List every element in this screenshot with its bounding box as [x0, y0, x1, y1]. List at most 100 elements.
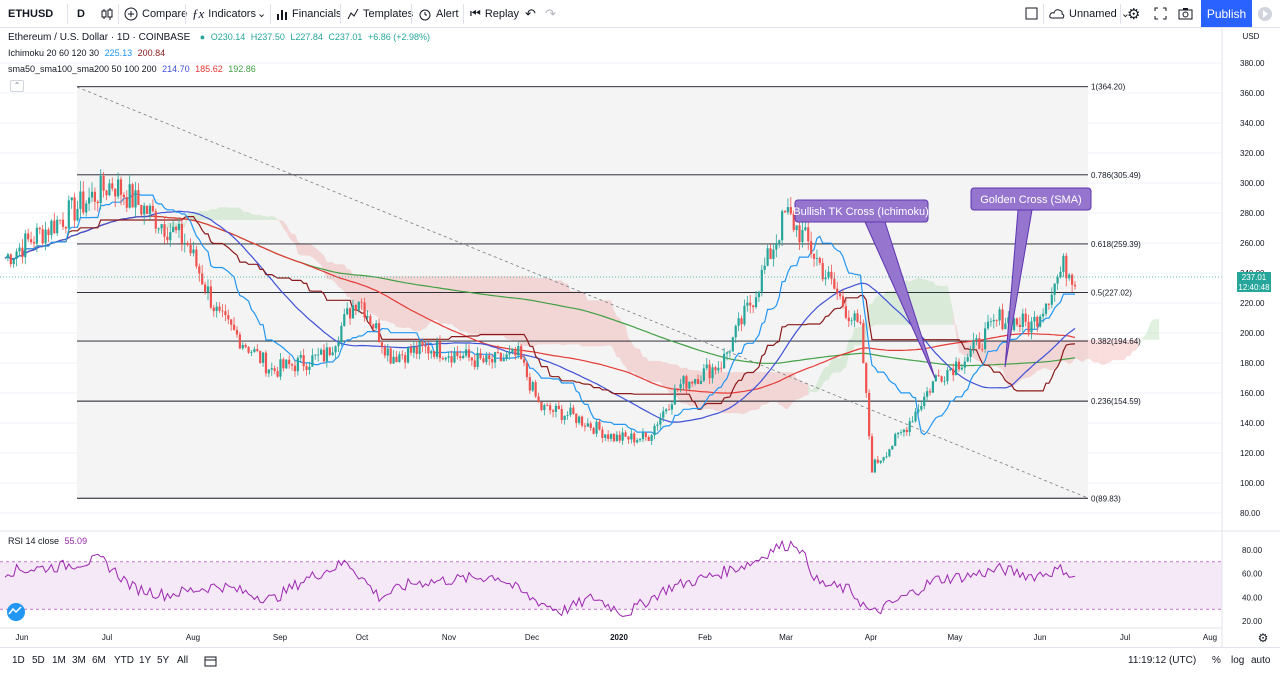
cloud-segment: [402, 276, 406, 328]
cloud-segment: [796, 379, 800, 400]
financials-button[interactable]: Financials: [276, 0, 342, 27]
interval-button[interactable]: D: [77, 0, 85, 27]
range-1y-button[interactable]: 1Y: [139, 655, 152, 666]
publish-button[interactable]: Publish: [1201, 0, 1252, 27]
candle-body: [459, 356, 462, 359]
settings-gear-small[interactable]: ⚙: [1256, 631, 1270, 645]
candle-body: [844, 306, 848, 318]
time-tick: Jun: [16, 633, 29, 642]
candle-body: [511, 348, 514, 353]
legend-collapse-button[interactable]: ⌃: [10, 80, 24, 92]
layout-menu[interactable]: Unnamed ⌄: [1049, 0, 1130, 27]
candle-body: [363, 302, 366, 318]
indicators-button[interactable]: ƒx Indicators: [192, 0, 256, 27]
cloud-segment: [744, 372, 748, 414]
time-axis[interactable]: Jun Jul Aug Sep Oct Nov Dec 2020 Feb Mar Apr May Jun…: [16, 633, 1218, 642]
fib-label: 0(89.83): [1091, 494, 1121, 503]
range-5d-button[interactable]: 5D: [32, 655, 45, 666]
settings-button[interactable]: ⚙: [1127, 0, 1140, 27]
range-all-button[interactable]: All: [177, 655, 189, 666]
candle-body: [29, 239, 33, 243]
candle-body: [114, 188, 117, 197]
candle-body: [856, 313, 859, 322]
price-axis[interactable]: 380.00 360.00 340.00 320.00 300.00 280.00 260.…: [1240, 59, 1265, 518]
cloud-segment: [721, 372, 725, 414]
cloud-segment: [1083, 339, 1087, 362]
cloud-segment: [828, 359, 832, 381]
cloud-segment: [654, 360, 658, 382]
candle-body: [1050, 294, 1053, 305]
candle-body: [415, 346, 418, 355]
cloud-segment: [779, 372, 783, 406]
cloud-segment: [315, 247, 319, 263]
candle-body: [995, 319, 998, 321]
candle-body: [389, 348, 392, 364]
cloud-segment: [120, 245, 124, 249]
range-1m-button[interactable]: 1M: [52, 655, 66, 666]
cloud-segment: [265, 216, 269, 221]
auto-toggle[interactable]: auto: [1251, 655, 1271, 666]
candle-body: [87, 197, 91, 204]
cloud-segment: [207, 209, 211, 221]
alert-button[interactable]: Alert: [418, 0, 459, 27]
templates-button[interactable]: Templates: [347, 0, 413, 27]
cloud-segment: [645, 356, 649, 382]
candle-body: [818, 258, 821, 263]
clock-time[interactable]: 11:19:12 (UTC): [1128, 655, 1197, 666]
range-1d-button[interactable]: 1D: [12, 655, 25, 666]
redo-button[interactable]: ↷: [545, 0, 556, 27]
cloud-segment: [932, 281, 936, 325]
range-5y-button[interactable]: 5Y: [157, 655, 170, 666]
candle-body: [61, 219, 65, 227]
collapse-panel-button[interactable]: [1257, 0, 1273, 27]
fullscreen-toggle[interactable]: [1025, 0, 1038, 27]
candle-body: [737, 318, 740, 326]
compare-button[interactable]: Compare: [124, 0, 187, 27]
last-price-badge: 237.01 12:40:48: [1237, 272, 1271, 292]
replay-button[interactable]: ⏮ Replay: [470, 0, 519, 27]
cloud-segment: [640, 349, 643, 378]
cloud-segment: [956, 324, 960, 353]
range-ytd-button[interactable]: YTD: [114, 655, 134, 666]
range-3m-button[interactable]: 3M: [72, 655, 86, 666]
cloud-segment: [816, 376, 820, 392]
grid: [0, 62, 1222, 514]
indicator-templates-dropdown[interactable]: ⌄: [257, 0, 266, 27]
candle-body: [398, 354, 401, 363]
cloud-segment: [492, 276, 496, 336]
date-range-button[interactable]: [204, 655, 218, 670]
candle-body: [186, 242, 189, 245]
ichimoku-legend[interactable]: Ichimoku 20 60 120 30 225.13 200.84: [8, 48, 168, 58]
symbol-search[interactable]: ETHUSD: [8, 0, 53, 27]
cloud-segment: [1040, 339, 1044, 371]
price-tick: 300.00: [1240, 179, 1265, 188]
undo-button[interactable]: ↶: [525, 0, 536, 27]
log-toggle[interactable]: log: [1231, 655, 1245, 666]
cloud-segment: [280, 220, 284, 229]
percent-toggle[interactable]: %: [1212, 655, 1221, 666]
candle-body: [589, 423, 592, 428]
sma-legend[interactable]: sma50_sma100_sma200 50 100 200 214.70 18…: [8, 64, 259, 74]
candle-body: [923, 396, 926, 407]
rsi-axis[interactable]: 80.00 60.00 40.00 20.00: [1242, 546, 1263, 626]
cloud-segment: [1109, 339, 1113, 363]
cloud-segment: [396, 276, 400, 328]
function-icon: ƒx: [192, 5, 205, 21]
cloud-segment: [761, 372, 765, 405]
cloud-segment: [1138, 339, 1142, 346]
fullscreen-button[interactable]: [1154, 0, 1167, 27]
cloud-segment: [178, 222, 182, 228]
cloud-segment: [547, 278, 551, 345]
cloud-segment: [370, 276, 374, 315]
rsi-legend[interactable]: RSI 14 close 55.09: [8, 536, 90, 546]
cloud-segment: [593, 300, 597, 347]
bar-chart-icon: [277, 9, 287, 20]
cloud-segment: [808, 382, 812, 396]
range-6m-button[interactable]: 6M: [92, 655, 106, 666]
snapshot-button[interactable]: [1178, 0, 1193, 27]
cloud-segment: [329, 262, 333, 281]
candle-body: [259, 350, 262, 363]
cloud-segment: [613, 310, 617, 358]
chart-type-button[interactable]: [100, 0, 114, 27]
